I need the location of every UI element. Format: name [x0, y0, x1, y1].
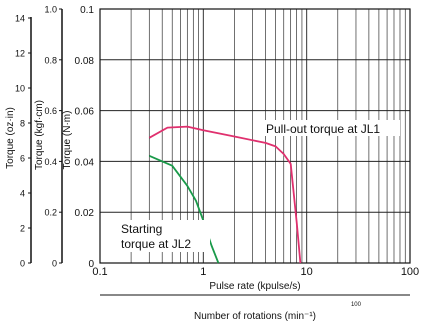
- oz-tick-label: 2: [20, 224, 25, 234]
- oz-axis-title: Torque (oz·in): [5, 107, 16, 169]
- starting-annotation-line1: Starting: [121, 222, 162, 236]
- y-tick-label: 0.06: [75, 107, 95, 118]
- starting-label-bg: [118, 220, 210, 252]
- kgf-tick-label: 0.8: [44, 55, 57, 65]
- oz-tick-label: 4: [20, 189, 25, 199]
- x-tick-label: 1: [200, 266, 206, 278]
- rotation-axis-title: Number of rotations (min⁻¹): [194, 311, 316, 322]
- y-tick-label: 0.08: [75, 56, 95, 67]
- kgf-axis-title: Torque (kgf·cm): [34, 100, 45, 170]
- oz-tick-label: 14: [15, 14, 25, 24]
- pullout-label-bg: [264, 120, 400, 136]
- kgf-tick-label: 0: [52, 259, 57, 269]
- starting-annotation-line2: torque at JL2: [121, 237, 191, 251]
- oz-tick-label: 12: [15, 49, 25, 59]
- x-axis-title: Pulse rate (kpulse/s): [209, 281, 300, 292]
- x-tick-label: 10: [301, 266, 313, 278]
- x-tick-label: 0.1: [92, 266, 107, 278]
- y-axis-title: Torque (N·m): [62, 111, 73, 170]
- oz-tick-label: 8: [20, 119, 25, 129]
- rotation-tick-label: 100: [351, 302, 362, 308]
- series-line: [148, 125, 302, 264]
- y-tick-label: 0.04: [75, 157, 95, 168]
- x-tick-label: 100: [401, 266, 419, 278]
- oz-tick-label: 10: [15, 84, 25, 94]
- y-tick-label: 0.1: [80, 5, 94, 16]
- kgf-tick-label: 1.0: [44, 5, 57, 15]
- series-line: [148, 154, 220, 264]
- y-tick-label: 0.02: [75, 208, 95, 219]
- oz-tick-label: 0: [20, 259, 25, 269]
- kgf-tick-label: 0.2: [44, 208, 57, 218]
- plot-frame: [99, 8, 411, 264]
- plot-border: [99, 8, 411, 264]
- pullout-annotation: Pull-out torque at JL1: [266, 122, 380, 136]
- oz-tick-label: 6: [20, 154, 25, 164]
- kgf-tick-label: 0.4: [44, 157, 57, 167]
- series-lines: [148, 125, 302, 264]
- kgf-tick-label: 0.6: [44, 106, 57, 116]
- y-tick-label: 0: [88, 259, 94, 270]
